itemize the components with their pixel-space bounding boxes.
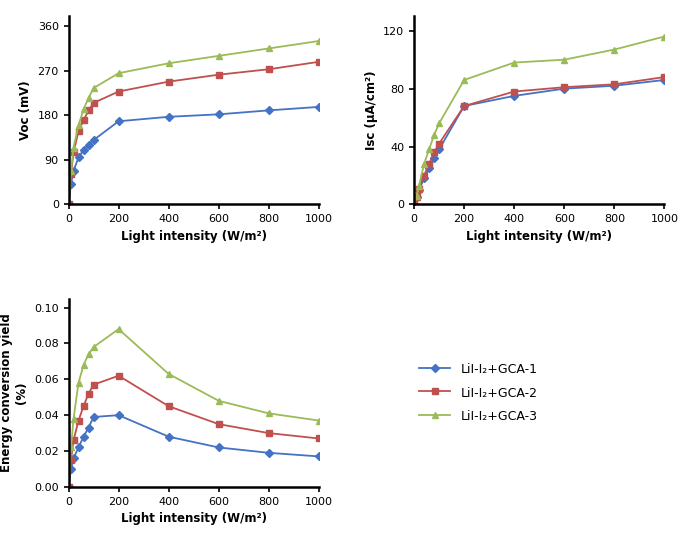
X-axis label: Light intensity (W/m²): Light intensity (W/m²) — [121, 230, 266, 243]
Y-axis label: Isc (μA/cm²): Isc (μA/cm²) — [364, 71, 377, 150]
Legend: LiI-I₂+GCA-1, LiI-I₂+GCA-2, LiI-I₂+GCA-3: LiI-I₂+GCA-1, LiI-I₂+GCA-2, LiI-I₂+GCA-3 — [414, 357, 543, 428]
X-axis label: Light intensity (W/m²): Light intensity (W/m²) — [121, 512, 266, 525]
Y-axis label: Voc (mV): Voc (mV) — [19, 81, 32, 140]
Y-axis label: Energy conversion yield
(%): Energy conversion yield (%) — [1, 313, 29, 472]
X-axis label: Light intensity (W/m²): Light intensity (W/m²) — [466, 230, 612, 243]
